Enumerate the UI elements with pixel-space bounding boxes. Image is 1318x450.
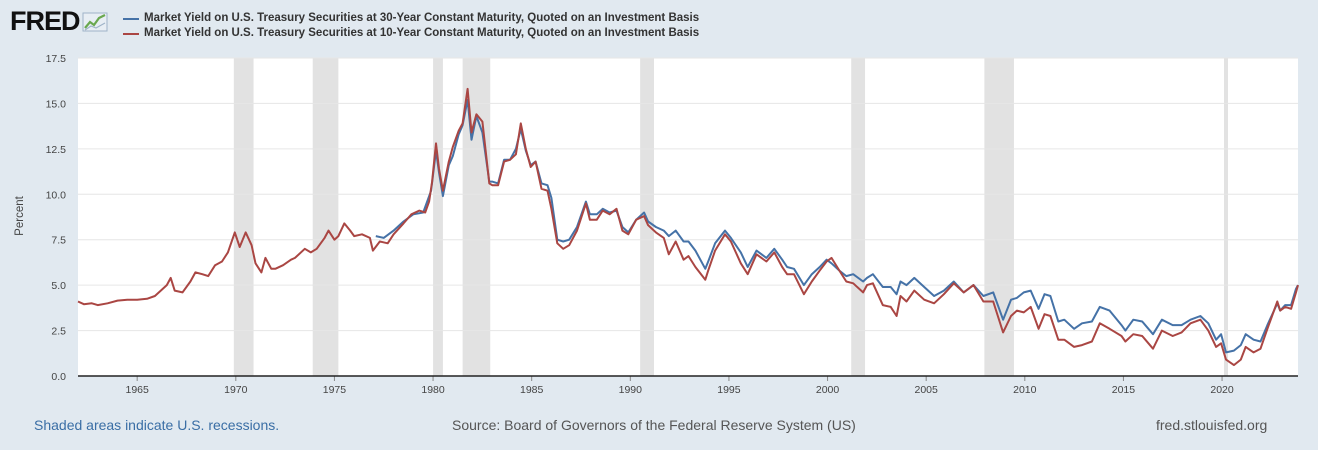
y-tick-label: 2.5 bbox=[51, 326, 66, 338]
logo-text: FRED bbox=[10, 6, 80, 36]
x-tick-label: 1990 bbox=[619, 384, 643, 396]
legend-label-10yr: Market Yield on U.S. Treasury Securities… bbox=[144, 27, 700, 39]
x-tick-label: 1965 bbox=[125, 384, 149, 396]
recession-band-7 bbox=[1224, 58, 1228, 376]
recession-band-3 bbox=[462, 58, 491, 376]
x-tick-label: 2005 bbox=[915, 384, 939, 396]
recession-band-2 bbox=[433, 58, 443, 376]
x-tick-label: 1970 bbox=[224, 384, 248, 396]
legend-swatch-30yr bbox=[123, 17, 139, 20]
recession-band-1 bbox=[312, 58, 339, 376]
legend-item-30yr[interactable]: Market Yield on U.S. Treasury Securities… bbox=[123, 11, 699, 26]
line-chart-icon bbox=[82, 12, 107, 31]
series-line-10yr bbox=[77, 87, 1299, 367]
x-tick-label: 1980 bbox=[421, 384, 445, 396]
y-tick-label: 5.0 bbox=[51, 280, 66, 292]
recession-band-6 bbox=[984, 58, 1014, 376]
chart-legend: Market Yield on U.S. Treasury Securities… bbox=[123, 11, 699, 41]
line-chart: 0.0 2.5 5.0 7.5 10.0 12.5 15.0 17.5 1965 1970 1975… bbox=[46, 53, 1299, 396]
x-tick-label: 1995 bbox=[717, 384, 741, 396]
x-tick-label: 2020 bbox=[1210, 384, 1234, 396]
x-tick-label: 2000 bbox=[816, 384, 840, 396]
y-tick-label: 12.5 bbox=[46, 144, 67, 156]
recessions-note[interactable]: Shaded areas indicate U.S. recessions. bbox=[34, 417, 280, 433]
site-link[interactable]: fred.stlouisfed.org bbox=[1156, 417, 1268, 433]
legend-swatch-10yr bbox=[123, 32, 139, 35]
y-tick-label: 15.0 bbox=[46, 98, 67, 110]
plot-area bbox=[78, 58, 1298, 376]
y-tick-label: 17.5 bbox=[46, 53, 67, 65]
x-tick-label: 1975 bbox=[323, 384, 347, 396]
recession-band-5 bbox=[851, 58, 866, 376]
y-tick-label: 7.5 bbox=[51, 235, 66, 247]
y-tick-label: 0.0 bbox=[51, 371, 66, 383]
x-tick-label: 2015 bbox=[1112, 384, 1136, 396]
recession-band-0 bbox=[233, 58, 254, 376]
x-tick-label: 2010 bbox=[1013, 384, 1037, 396]
fred-logo[interactable]: FRED bbox=[10, 6, 108, 37]
legend-label-30yr: Market Yield on U.S. Treasury Securities… bbox=[144, 12, 700, 24]
source-note: Source: Board of Governors of the Federa… bbox=[452, 417, 856, 433]
legend-item-10yr[interactable]: Market Yield on U.S. Treasury Securities… bbox=[123, 26, 699, 41]
y-tick-label: 10.0 bbox=[46, 189, 67, 201]
x-tick-label: 1985 bbox=[520, 384, 544, 396]
